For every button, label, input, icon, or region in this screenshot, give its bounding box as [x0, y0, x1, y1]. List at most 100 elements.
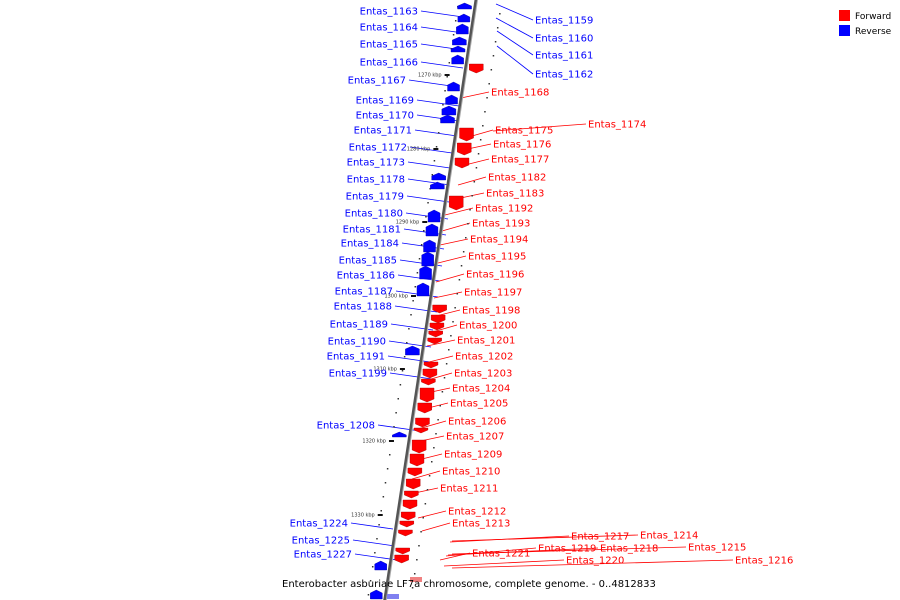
gene-label[interactable]: Entas_1186 [337, 271, 395, 282]
gene-label[interactable]: Entas_1224 [290, 519, 348, 530]
gene-label[interactable]: Entas_1188 [334, 302, 392, 313]
gene-label[interactable]: Entas_1209 [444, 450, 502, 461]
reverse-gene-feature[interactable] [405, 345, 420, 356]
forward-gene-feature[interactable] [428, 330, 443, 338]
forward-gene-feature[interactable] [398, 529, 413, 537]
gene-label[interactable]: Entas_1213 [452, 519, 510, 530]
reverse-gene-feature[interactable] [456, 23, 469, 35]
reverse-gene-feature[interactable] [451, 54, 464, 65]
forward-gene-feature[interactable] [419, 387, 435, 403]
gene-label[interactable]: Entas_1195 [468, 252, 526, 263]
gene-label[interactable]: Entas_1208 [317, 421, 375, 432]
gene-label[interactable]: Entas_1221 [472, 549, 530, 560]
reverse-gene-feature[interactable] [419, 265, 432, 280]
gene-label[interactable]: Entas_1217 [571, 532, 629, 543]
forward-gene-feature[interactable] [454, 157, 470, 169]
gene-label[interactable]: Entas_1182 [488, 173, 546, 184]
gene-label[interactable]: Entas_1214 [640, 531, 698, 542]
gene-label[interactable]: Entas_1207 [446, 432, 504, 443]
reverse-gene-feature[interactable] [440, 114, 455, 124]
forward-gene-feature[interactable] [417, 402, 432, 414]
gene-label[interactable]: Entas_1165 [360, 40, 418, 51]
forward-gene-feature[interactable] [423, 361, 439, 369]
gene-label[interactable]: Entas_1199 [329, 369, 387, 380]
gene-label[interactable]: Entas_1187 [335, 287, 393, 298]
forward-gene-feature[interactable] [422, 368, 438, 379]
forward-gene-feature[interactable] [407, 467, 423, 477]
gene-label[interactable]: Entas_1198 [462, 306, 520, 317]
gene-label[interactable]: Entas_1197 [464, 288, 522, 299]
forward-gene-feature[interactable] [459, 127, 474, 142]
forward-gene-feature[interactable] [427, 337, 442, 345]
forward-gene-feature[interactable] [395, 547, 410, 555]
reverse-gene-feature[interactable] [452, 36, 467, 46]
gene-label[interactable]: Entas_1201 [457, 336, 515, 347]
gene-label[interactable]: Entas_1218 [600, 544, 658, 555]
gene-label[interactable]: Entas_1191 [327, 352, 385, 363]
gene-label[interactable]: Entas_1225 [292, 536, 350, 547]
forward-gene-feature[interactable] [469, 63, 484, 74]
reverse-gene-feature[interactable] [421, 251, 434, 267]
gene-label[interactable]: Entas_1171 [354, 126, 412, 137]
reverse-gene-feature[interactable] [445, 94, 458, 105]
gene-label[interactable]: Entas_1163 [360, 7, 418, 18]
gene-label[interactable]: Entas_1167 [348, 76, 406, 87]
gene-label[interactable]: Entas_1215 [688, 543, 746, 554]
forward-gene-feature[interactable] [432, 304, 447, 314]
gene-label[interactable]: Entas_1190 [328, 337, 386, 348]
reverse-gene-feature[interactable] [374, 560, 387, 571]
forward-gene-feature[interactable] [413, 427, 429, 434]
reverse-gene-feature[interactable] [457, 2, 472, 10]
gene-label[interactable]: Entas_1210 [442, 467, 500, 478]
gene-label[interactable]: Entas_1161 [535, 51, 593, 62]
forward-gene-feature[interactable] [409, 453, 425, 467]
gene-label[interactable]: Entas_1211 [440, 484, 498, 495]
forward-gene-feature[interactable] [457, 142, 472, 156]
gene-label[interactable]: Entas_1205 [450, 399, 508, 410]
gene-label[interactable]: Entas_1179 [346, 192, 404, 203]
forward-gene-feature[interactable] [411, 439, 427, 454]
reverse-gene-feature[interactable] [427, 209, 441, 223]
reverse-gene-feature[interactable] [370, 589, 383, 600]
gene-label[interactable]: Entas_1160 [535, 34, 593, 45]
gene-label[interactable]: Entas_1162 [535, 70, 593, 81]
gene-label[interactable]: Entas_1194 [470, 235, 528, 246]
gene-label[interactable]: Entas_1174 [588, 120, 646, 131]
gene-label[interactable]: Entas_1166 [360, 58, 418, 69]
gene-label[interactable]: Entas_1203 [454, 369, 512, 380]
gene-label[interactable]: Entas_1192 [475, 204, 533, 215]
forward-gene-feature[interactable] [400, 511, 416, 521]
gene-label[interactable]: Entas_1169 [356, 96, 414, 107]
reverse-gene-feature[interactable] [423, 239, 436, 253]
gene-label[interactable]: Entas_1219 [538, 544, 596, 555]
gene-label[interactable]: Entas_1196 [466, 270, 524, 281]
forward-gene-feature[interactable] [421, 378, 436, 386]
forward-gene-feature[interactable] [404, 490, 419, 499]
reverse-gene-feature[interactable] [431, 172, 446, 181]
gene-label[interactable]: Entas_1212 [448, 507, 506, 518]
gene-label[interactable]: Entas_1183 [486, 189, 544, 200]
gene-label[interactable]: Entas_1173 [347, 158, 405, 169]
gene-label[interactable]: Entas_1227 [294, 550, 352, 561]
reverse-gene-feature[interactable] [392, 431, 407, 438]
forward-gene-feature[interactable] [402, 499, 418, 510]
reverse-gene-feature[interactable] [441, 105, 457, 116]
reverse-gene-feature[interactable] [416, 282, 430, 297]
gene-label[interactable]: Entas_1159 [535, 16, 593, 27]
forward-gene-feature[interactable] [430, 314, 446, 324]
gene-label[interactable]: Entas_1185 [339, 256, 397, 267]
forward-gene-feature[interactable] [429, 322, 445, 331]
gene-label[interactable]: Entas_1202 [455, 352, 513, 363]
gene-label[interactable]: Entas_1164 [360, 23, 418, 34]
forward-gene-feature[interactable] [394, 554, 409, 564]
forward-gene-feature[interactable] [449, 195, 464, 211]
forward-gene-feature[interactable] [415, 417, 430, 428]
gene-label[interactable]: Entas_1204 [452, 384, 510, 395]
forward-gene-feature[interactable] [399, 520, 415, 528]
gene-label[interactable]: Entas_1189 [330, 320, 388, 331]
gene-label[interactable]: Entas_1172 [349, 143, 407, 154]
gene-label[interactable]: Entas_1176 [493, 140, 551, 151]
forward-gene-feature[interactable] [405, 478, 421, 490]
gene-label[interactable]: Entas_1220 [566, 556, 624, 567]
reverse-gene-feature[interactable] [430, 181, 445, 190]
